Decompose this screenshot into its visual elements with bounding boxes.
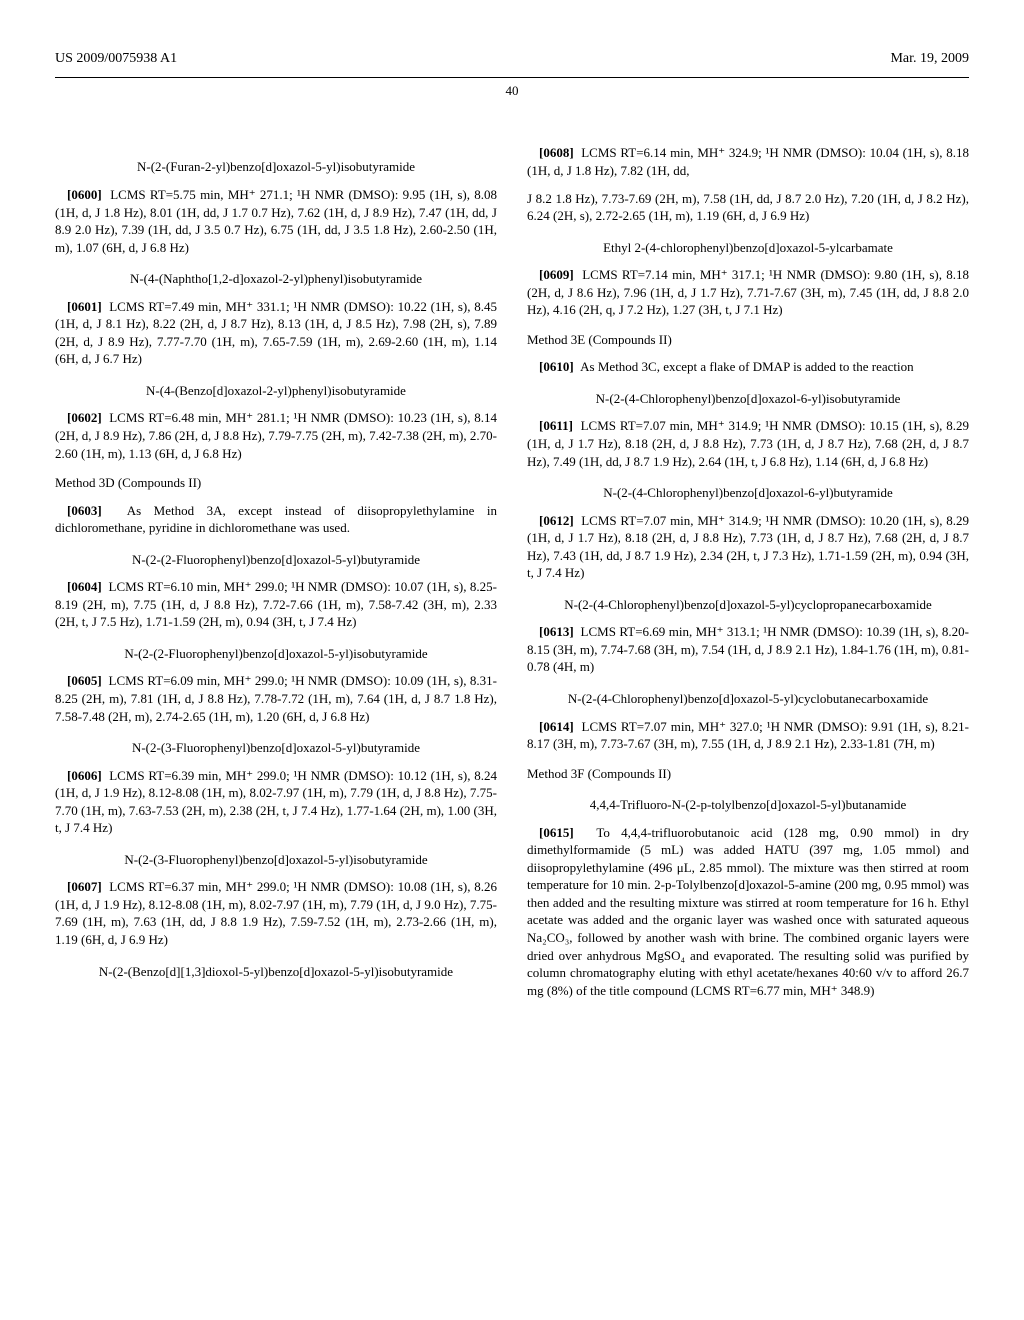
page-number: 40 xyxy=(55,82,969,100)
para-text: LCMS RT=6.10 min, MH⁺ 299.0; ¹H NMR (DMS… xyxy=(55,579,497,629)
paragraph: [0603] As Method 3A, except instead of d… xyxy=(55,502,497,537)
paragraph: [0613] LCMS RT=6.69 min, MH⁺ 313.1; ¹H N… xyxy=(527,623,969,676)
paragraph: [0605] LCMS RT=6.09 min, MH⁺ 299.0; ¹H N… xyxy=(55,672,497,725)
para-num: [0604] xyxy=(67,579,102,594)
compound-title: N-(2-(4-Chlorophenyl)benzo[d]oxazol-6-yl… xyxy=(547,390,949,408)
paragraph: [0608] LCMS RT=6.14 min, MH⁺ 324.9; ¹H N… xyxy=(527,144,969,179)
publication-number: US 2009/0075938 A1 xyxy=(55,50,177,69)
compound-title: N-(4-(Benzo[d]oxazol-2-yl)phenyl)isobuty… xyxy=(75,382,477,400)
compound-title: N-(2-(4-Chlorophenyl)benzo[d]oxazol-5-yl… xyxy=(547,596,949,614)
para-text: As Method 3A, except instead of diisopro… xyxy=(55,503,497,536)
paragraph: [0612] LCMS RT=7.07 min, MH⁺ 314.9; ¹H N… xyxy=(527,512,969,582)
compound-title: 4,4,4-Trifluoro-N-(2-p-tolylbenzo[d]oxaz… xyxy=(547,796,949,814)
para-num: [0610] xyxy=(539,359,574,374)
para-num: [0614] xyxy=(539,719,574,734)
para-num: [0612] xyxy=(539,513,574,528)
para-num: [0600] xyxy=(67,187,102,202)
method-heading: Method 3F (Compounds II) xyxy=(527,765,969,783)
compound-title: N-(2-(2-Fluorophenyl)benzo[d]oxazol-5-yl… xyxy=(75,645,477,663)
para-text: LCMS RT=6.69 min, MH⁺ 313.1; ¹H NMR (DMS… xyxy=(527,624,969,674)
para-num: [0603] xyxy=(67,503,102,518)
compound-title: N-(2-(3-Fluorophenyl)benzo[d]oxazol-5-yl… xyxy=(75,739,477,757)
para-num: [0608] xyxy=(539,145,574,160)
paragraph: [0604] LCMS RT=6.10 min, MH⁺ 299.0; ¹H N… xyxy=(55,578,497,631)
paragraph: [0601] LCMS RT=7.49 min, MH⁺ 331.1; ¹H N… xyxy=(55,298,497,368)
para-num: [0611] xyxy=(539,418,573,433)
para-text: As Method 3C, except a flake of DMAP is … xyxy=(580,359,913,374)
compound-title: N-(2-(Benzo[d][1,3]dioxol-5-yl)benzo[d]o… xyxy=(75,963,477,981)
para-text: To 4,4,4-trifluorobutanoic acid (128 mg,… xyxy=(527,825,969,998)
paragraph: [0615] To 4,4,4-trifluorobutanoic acid (… xyxy=(527,824,969,999)
para-text: LCMS RT=6.14 min, MH⁺ 324.9; ¹H NMR (DMS… xyxy=(527,145,969,178)
para-text: LCMS RT=6.39 min, MH⁺ 299.0; ¹H NMR (DMS… xyxy=(55,768,497,836)
compound-title: N-(2-(3-Fluorophenyl)benzo[d]oxazol-5-yl… xyxy=(75,851,477,869)
paragraph: [0610] As Method 3C, except a flake of D… xyxy=(527,358,969,376)
compound-title: N-(4-(Naphtho[1,2-d]oxazol-2-yl)phenyl)i… xyxy=(75,270,477,288)
para-text: LCMS RT=7.14 min, MH⁺ 317.1; ¹H NMR (DMS… xyxy=(527,267,969,317)
paragraph: [0611] LCMS RT=7.07 min, MH⁺ 314.9; ¹H N… xyxy=(527,417,969,470)
para-text: LCMS RT=6.48 min, MH⁺ 281.1; ¹H NMR (DMS… xyxy=(55,410,497,460)
paragraph: [0609] LCMS RT=7.14 min, MH⁺ 317.1; ¹H N… xyxy=(527,266,969,319)
para-text: LCMS RT=5.75 min, MH⁺ 271.1; ¹H NMR (DMS… xyxy=(55,187,497,255)
para-text: LCMS RT=7.07 min, MH⁺ 327.0; ¹H NMR (DMS… xyxy=(527,719,969,752)
page-header: US 2009/0075938 A1 Mar. 19, 2009 xyxy=(55,50,969,69)
paragraph: [0606] LCMS RT=6.39 min, MH⁺ 299.0; ¹H N… xyxy=(55,767,497,837)
para-text: LCMS RT=6.37 min, MH⁺ 299.0; ¹H NMR (DMS… xyxy=(55,879,497,947)
compound-title: N-(2-(Furan-2-yl)benzo[d]oxazol-5-yl)iso… xyxy=(75,158,477,176)
para-num: [0602] xyxy=(67,410,102,425)
para-text: LCMS RT=7.49 min, MH⁺ 331.1; ¹H NMR (DMS… xyxy=(55,299,497,367)
para-num: [0605] xyxy=(67,673,102,688)
paragraph: [0607] LCMS RT=6.37 min, MH⁺ 299.0; ¹H N… xyxy=(55,878,497,948)
paragraph: [0602] LCMS RT=6.48 min, MH⁺ 281.1; ¹H N… xyxy=(55,409,497,462)
publication-date: Mar. 19, 2009 xyxy=(890,50,969,69)
paragraph: [0614] LCMS RT=7.07 min, MH⁺ 327.0; ¹H N… xyxy=(527,718,969,753)
para-text: LCMS RT=7.07 min, MH⁺ 314.9; ¹H NMR (DMS… xyxy=(527,513,969,581)
method-heading: Method 3D (Compounds II) xyxy=(55,474,497,492)
header-rule xyxy=(55,77,969,78)
para-num: [0615] xyxy=(539,825,574,840)
para-num: [0606] xyxy=(67,768,102,783)
para-text: LCMS RT=6.09 min, MH⁺ 299.0; ¹H NMR (DMS… xyxy=(55,673,497,723)
para-num: [0607] xyxy=(67,879,102,894)
para-num: [0613] xyxy=(539,624,574,639)
method-heading: Method 3E (Compounds II) xyxy=(527,331,969,349)
body-columns: N-(2-(Furan-2-yl)benzo[d]oxazol-5-yl)iso… xyxy=(55,144,969,999)
compound-title: Ethyl 2-(4-chlorophenyl)benzo[d]oxazol-5… xyxy=(547,239,949,257)
compound-title: N-(2-(2-Fluorophenyl)benzo[d]oxazol-5-yl… xyxy=(75,551,477,569)
continuation-text: J 8.2 1.8 Hz), 7.73-7.69 (2H, m), 7.58 (… xyxy=(527,190,969,225)
para-num: [0601] xyxy=(67,299,102,314)
compound-title: N-(2-(4-Chlorophenyl)benzo[d]oxazol-6-yl… xyxy=(547,484,949,502)
compound-title: N-(2-(4-Chlorophenyl)benzo[d]oxazol-5-yl… xyxy=(547,690,949,708)
para-num: [0609] xyxy=(539,267,574,282)
paragraph: [0600] LCMS RT=5.75 min, MH⁺ 271.1; ¹H N… xyxy=(55,186,497,256)
para-text: LCMS RT=7.07 min, MH⁺ 314.9; ¹H NMR (DMS… xyxy=(527,418,969,468)
